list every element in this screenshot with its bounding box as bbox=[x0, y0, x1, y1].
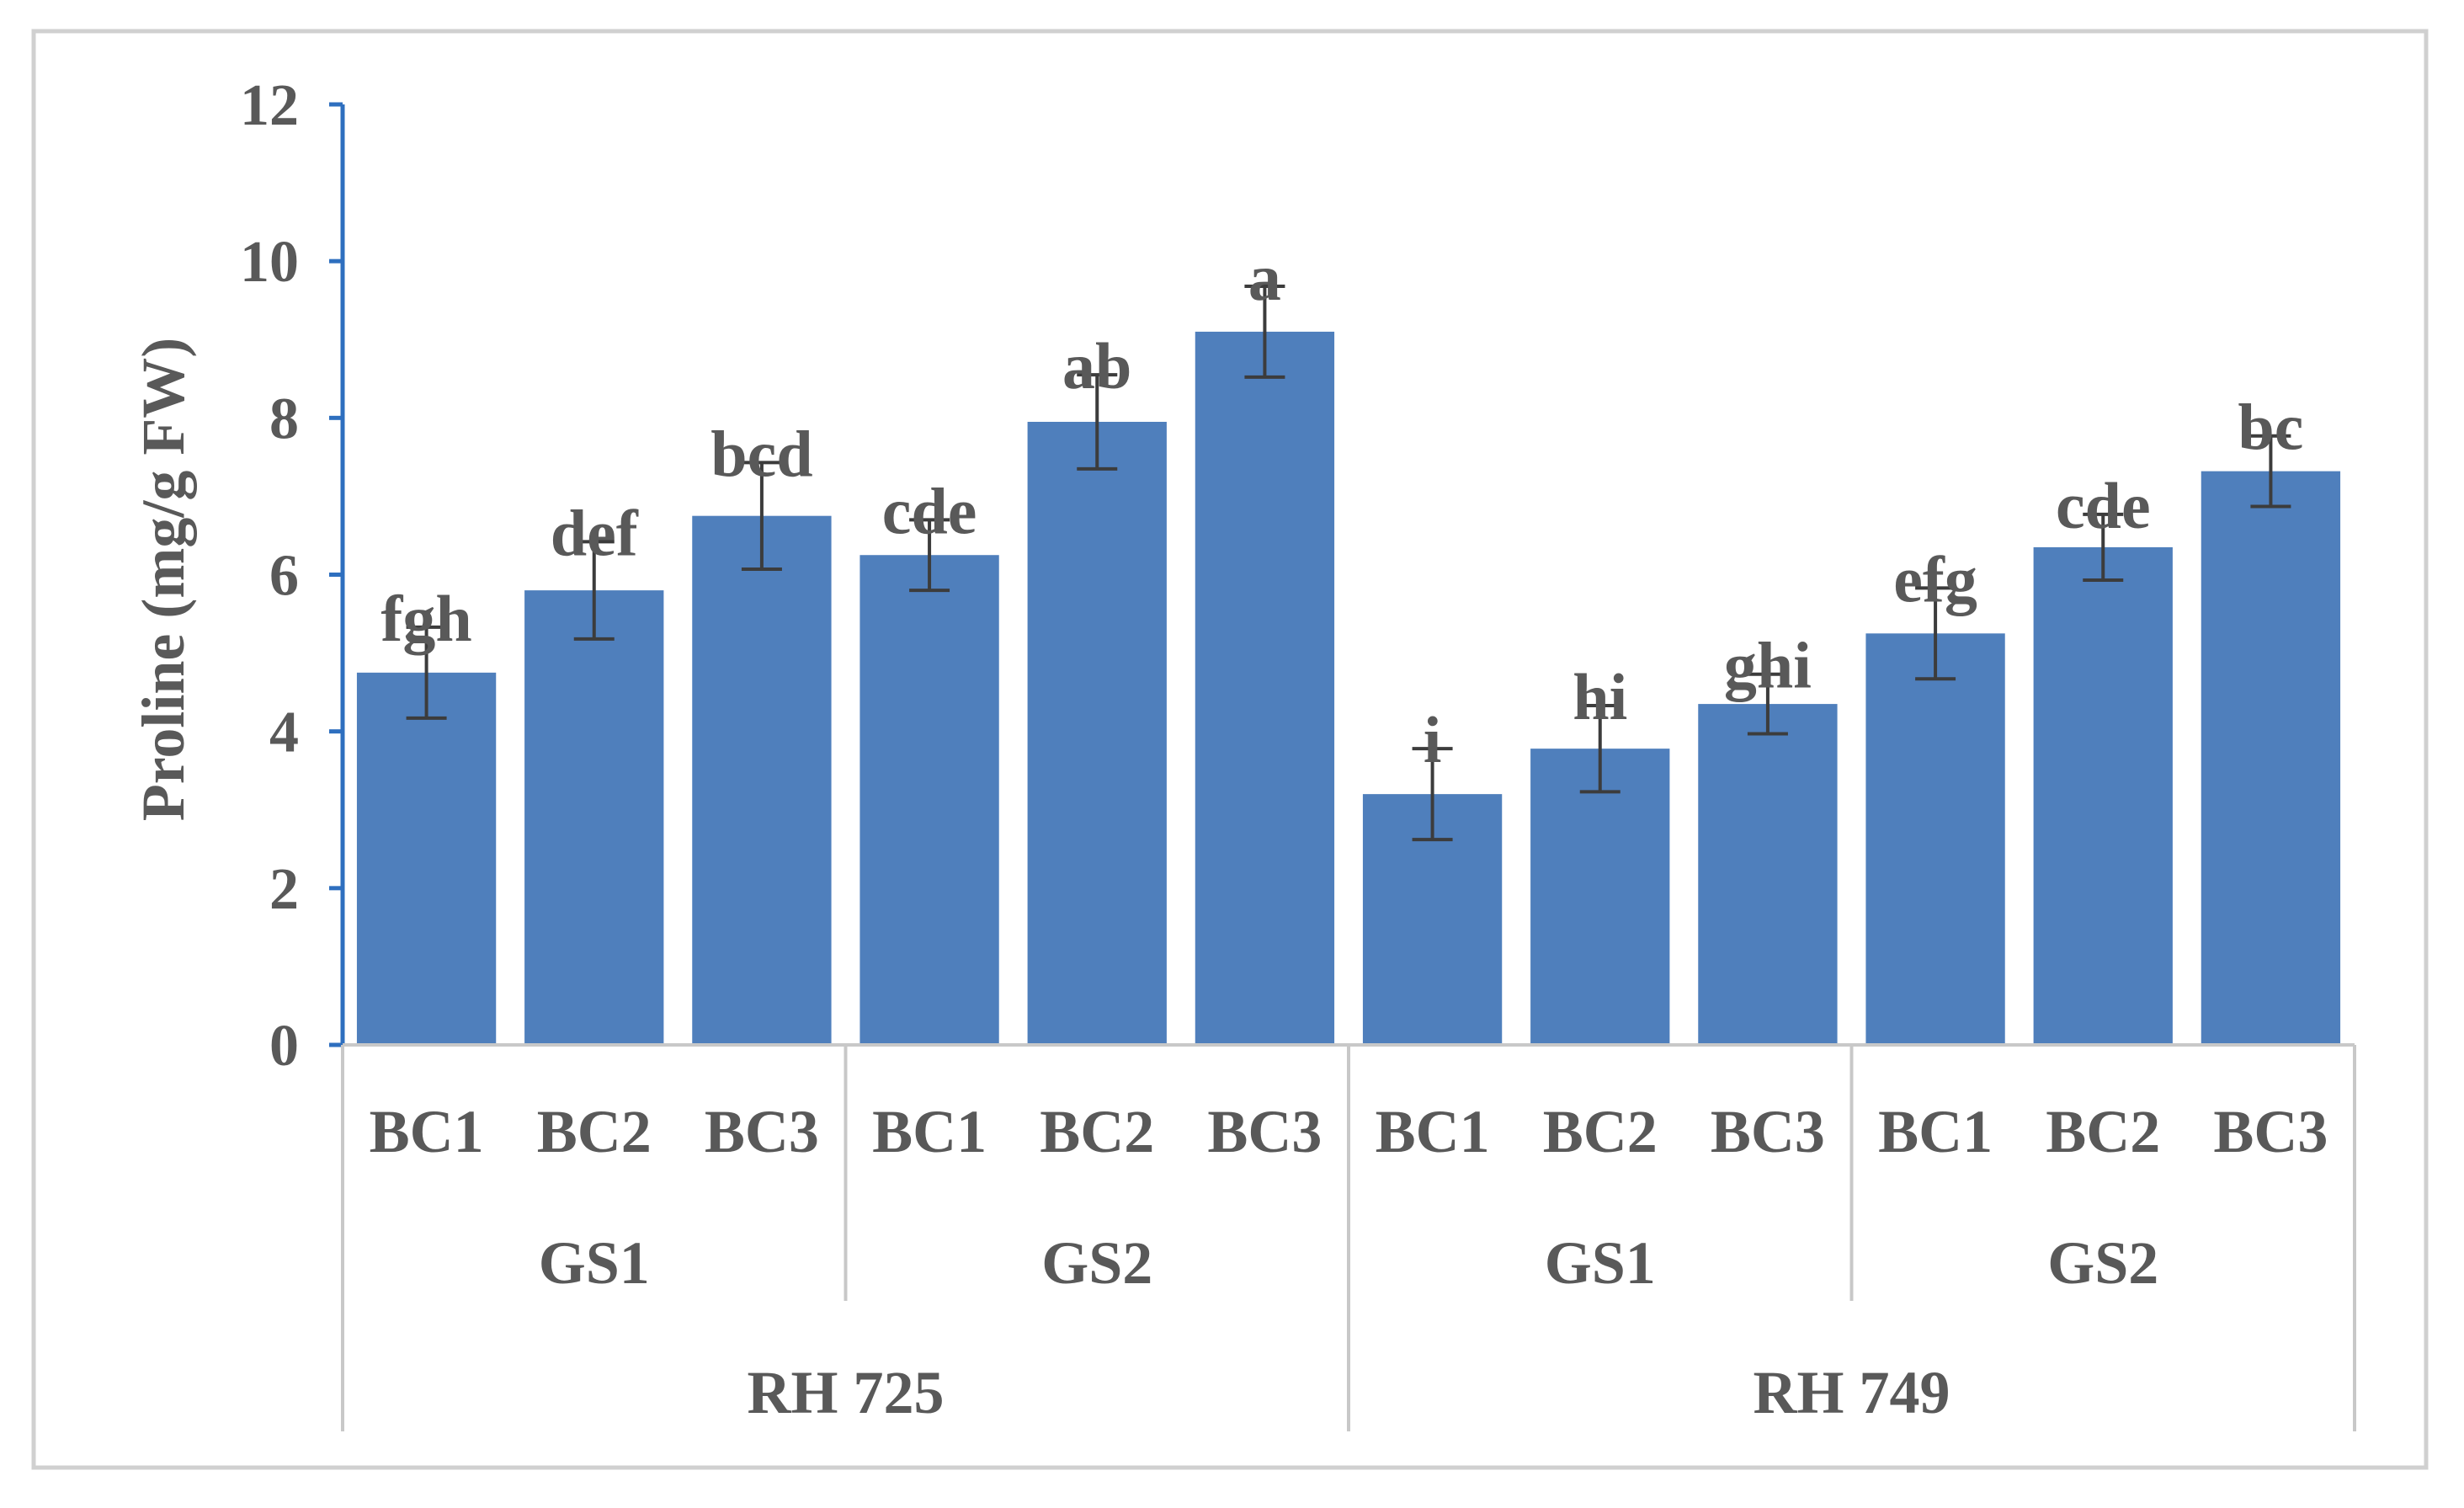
x-category-label: BC1 bbox=[1878, 1098, 1993, 1165]
x-category-label: BC2 bbox=[1543, 1098, 1658, 1165]
bar bbox=[1698, 704, 1838, 1045]
significance-label: bc bbox=[2238, 391, 2303, 464]
bar bbox=[524, 590, 664, 1045]
x-category-label: BC1 bbox=[1376, 1098, 1490, 1165]
significance-label: ghi bbox=[1724, 629, 1812, 702]
x-category-label: BC1 bbox=[872, 1098, 987, 1165]
x-category-label: BC1 bbox=[370, 1098, 484, 1165]
bar bbox=[1027, 421, 1167, 1045]
x-category-label: BC3 bbox=[2213, 1098, 2328, 1165]
x-category-label: BC3 bbox=[705, 1098, 819, 1165]
y-tick-label: 4 bbox=[269, 701, 299, 765]
bar bbox=[692, 515, 832, 1045]
bar bbox=[1195, 331, 1335, 1046]
bar bbox=[859, 555, 999, 1045]
x-category-label: BC2 bbox=[1040, 1098, 1154, 1165]
significance-label: def bbox=[551, 496, 639, 569]
bar bbox=[356, 672, 497, 1045]
error-bars bbox=[406, 284, 2291, 842]
x-category-label: BC2 bbox=[2046, 1098, 2160, 1165]
bar bbox=[1530, 749, 1670, 1045]
significance-label: cde bbox=[2056, 469, 2151, 542]
bar bbox=[2201, 471, 2341, 1045]
significance-label: cde bbox=[882, 474, 977, 547]
significance-label: ab bbox=[1062, 329, 1131, 402]
group-label-stage: GS1 bbox=[539, 1229, 650, 1297]
significance-label: hi bbox=[1573, 660, 1627, 733]
significance-label: a bbox=[1248, 241, 1281, 314]
bars bbox=[356, 331, 2341, 1046]
y-tick-label: 10 bbox=[240, 230, 299, 295]
y-tick-label: 6 bbox=[269, 544, 299, 609]
significance-label: fgh bbox=[381, 582, 471, 655]
significance-label: bcd bbox=[710, 417, 812, 490]
group-label-stage: GS2 bbox=[1041, 1229, 1152, 1297]
x-category-label: BC3 bbox=[1711, 1098, 1825, 1165]
x-category-label: BC2 bbox=[537, 1098, 652, 1165]
group-label-stage: GS2 bbox=[2047, 1229, 2158, 1297]
bar bbox=[1865, 633, 2005, 1045]
y-tick-label: 2 bbox=[269, 857, 299, 922]
significance-label: efg bbox=[1893, 542, 1977, 615]
group-label-variety: RH 749 bbox=[1754, 1359, 1950, 1426]
bar bbox=[2033, 546, 2173, 1045]
x-axis: BC1 BC2 BC3 BC1 BC2 BC3 BC1 BC2 BC3 BC1 BC2 BC3 GS1 G… bbox=[341, 1043, 2356, 1431]
y-tick-label: 0 bbox=[269, 1014, 299, 1079]
group-label-variety: RH 725 bbox=[748, 1359, 945, 1426]
y-tick-label: 8 bbox=[269, 386, 299, 451]
x-category-label: BC3 bbox=[1207, 1098, 1322, 1165]
group-label-stage: GS1 bbox=[1545, 1229, 1656, 1297]
significance-label: i bbox=[1424, 703, 1442, 776]
y-tick-label: 12 bbox=[240, 73, 299, 138]
y-axis-title: Proline (mg/g FW) bbox=[130, 338, 197, 822]
y-axis-ticks: 0 2 4 6 8 10 12 bbox=[240, 73, 345, 1079]
